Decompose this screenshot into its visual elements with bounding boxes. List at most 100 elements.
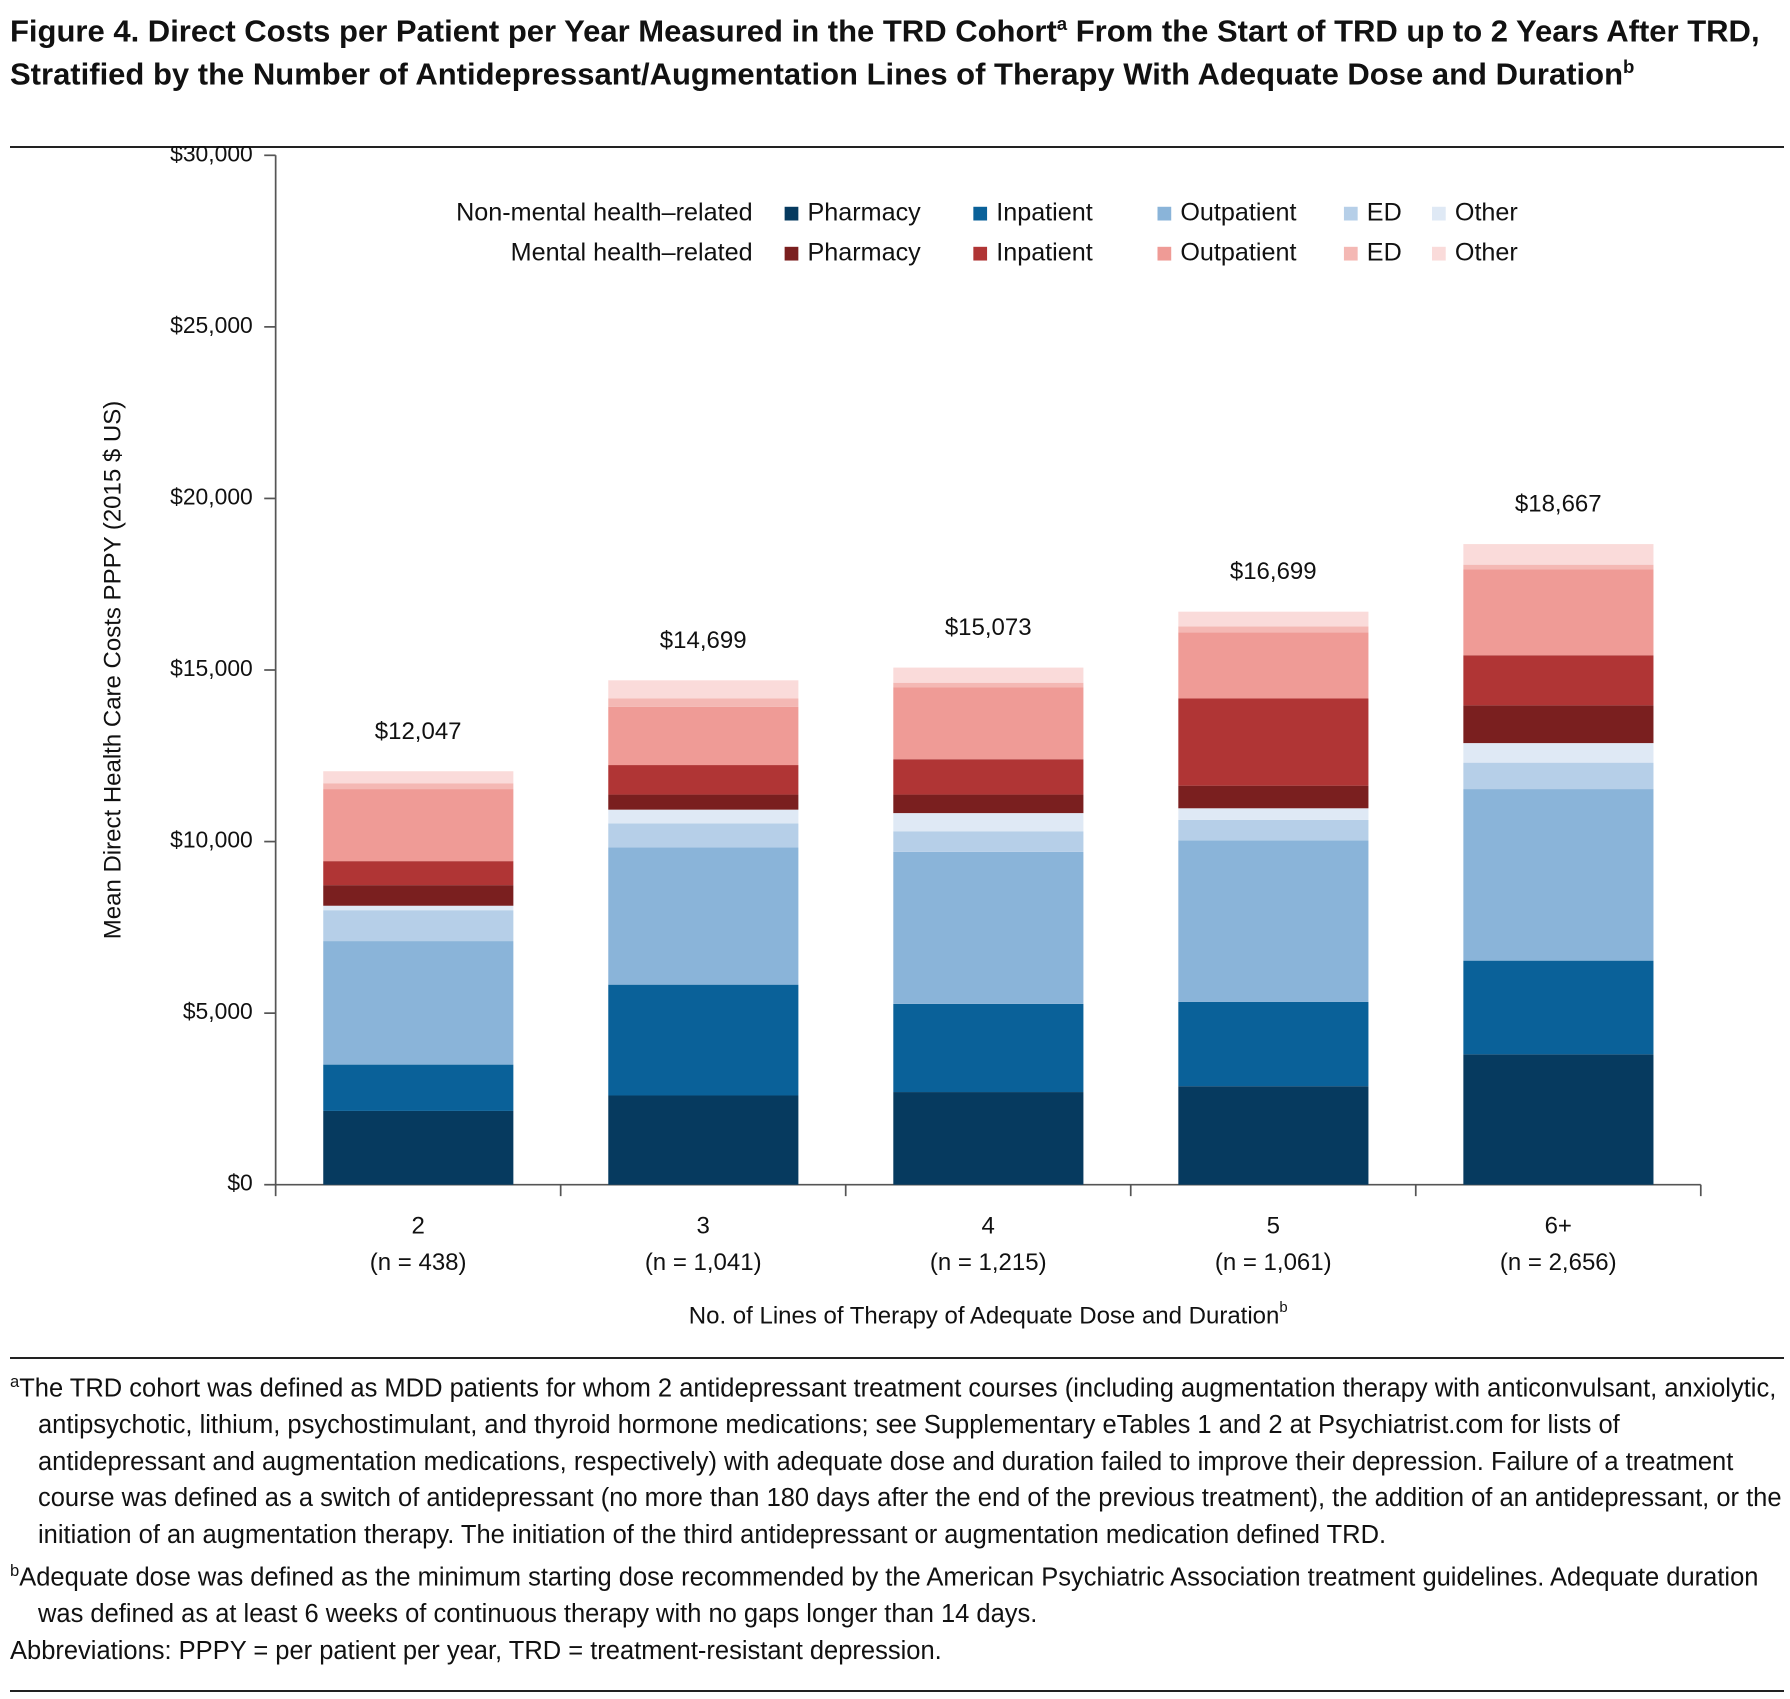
x-axis-label: No. of Lines of Therapy of Adequate Dose…: [689, 1300, 1288, 1330]
x-tick-sublabel: (n = 1,061): [1215, 1249, 1332, 1276]
x-tick-sublabel: (n = 438): [370, 1249, 467, 1276]
bar-segment: [323, 1064, 514, 1111]
legend-swatch: [784, 206, 799, 221]
legend-swatch: [1343, 206, 1358, 221]
legend-label: ED: [1367, 198, 1402, 226]
bar-segment: [1463, 569, 1654, 656]
legend-swatch: [1432, 206, 1446, 221]
bar-segment: [608, 823, 799, 848]
y-tick-label: $5,000: [183, 998, 253, 1024]
x-tick-label: 5: [1267, 1212, 1280, 1239]
legend-label: Outpatient: [1180, 238, 1296, 266]
bar-segment: [1178, 626, 1369, 633]
total-label: $14,699: [660, 627, 747, 654]
legend-label: Pharmacy: [808, 238, 922, 266]
footnote: bAdequate dose was defined as the minimu…: [10, 1553, 1784, 1633]
title-note: b: [1623, 56, 1635, 78]
total-label: $12,047: [375, 718, 462, 745]
bar-segment: [608, 765, 799, 795]
bar-segment: [1178, 611, 1369, 627]
total-label: $15,073: [945, 614, 1032, 641]
bar-segment: [323, 910, 514, 942]
legend-swatch: [973, 246, 988, 261]
bar-segment: [608, 698, 799, 707]
bar-segment: [608, 847, 799, 985]
abbreviations: Abbreviations: PPPY = per patient per ye…: [10, 1636, 942, 1665]
legend-group-label: Mental health–related: [511, 238, 753, 266]
bar-segment: [608, 680, 799, 699]
footnotes: aThe TRD cohort was defined as MDD patie…: [10, 1364, 1784, 1669]
legend-label: Pharmacy: [808, 198, 922, 226]
y-tick-label: $30,000: [170, 146, 253, 166]
x-tick-label: 6+: [1545, 1212, 1572, 1239]
bar-segment: [323, 905, 514, 911]
bar-segment: [323, 789, 514, 862]
x-tick-sublabel: (n = 1,215): [930, 1249, 1047, 1276]
bar-segment: [1463, 960, 1654, 1055]
y-tick-label: $0: [227, 1170, 252, 1196]
bar-segment: [1178, 840, 1369, 1002]
y-tick-label: $20,000: [170, 483, 253, 509]
x-tick-label: 4: [982, 1212, 995, 1239]
bar-segment: [893, 794, 1084, 814]
rule: [10, 146, 1784, 148]
title-text: From the Start of TRD up to 2 Years Afte…: [10, 13, 1760, 92]
x-tick-label: 2: [411, 1212, 424, 1239]
y-tick-label: $15,000: [170, 655, 253, 681]
legend-label: ED: [1367, 238, 1402, 266]
bar-segment: [323, 1110, 514, 1185]
footnote: aThe TRD cohort was defined as MDD patie…: [10, 1364, 1784, 1553]
legend-swatch: [1157, 246, 1172, 261]
total-label: $16,699: [1230, 558, 1317, 585]
footnote-text: The TRD cohort was defined as MDD patien…: [19, 1374, 1782, 1549]
bar-segment: [608, 706, 799, 766]
bar-segment: [893, 1092, 1084, 1185]
bar-segment: [1463, 743, 1654, 763]
legend-group-label: Non-mental health–related: [456, 198, 752, 226]
bar-segment: [323, 783, 514, 790]
legend-label: Inpatient: [996, 198, 1093, 226]
legend-swatch: [784, 246, 799, 261]
bar-segment: [1463, 544, 1654, 565]
bar-segment: [1178, 1001, 1369, 1087]
bar-segment: [893, 831, 1084, 852]
bar-segment: [1463, 1054, 1654, 1185]
bar-segment: [893, 687, 1084, 760]
bar-segment: [1463, 762, 1654, 790]
rule: [10, 1357, 1784, 1359]
bar-segment: [1178, 1086, 1369, 1185]
y-axis-label: Mean Direct Health Care Costs PPPY (2015…: [100, 401, 127, 939]
bar-segment: [1178, 785, 1369, 809]
x-axis-label-note: b: [1279, 1300, 1287, 1316]
bar-segment: [1463, 564, 1654, 570]
bar-segment: [1463, 655, 1654, 706]
bar-segment: [323, 861, 514, 886]
bar-segment: [893, 759, 1084, 795]
bar-segment: [1178, 808, 1369, 820]
legend-swatch: [973, 206, 988, 221]
chart: $0 $5,000 $10,000 $15,000 $20,000 $25,000 $30,…: [100, 146, 1702, 1330]
legend-swatch: [1343, 246, 1358, 261]
title-note: a: [1056, 13, 1068, 34]
bar-segment: [1463, 789, 1654, 961]
bar-segment: [893, 813, 1084, 832]
bar-segment: [1178, 632, 1369, 699]
bar-segment: [893, 667, 1084, 683]
footnote-text: Adequate dose was defined as the minimum…: [19, 1563, 1759, 1629]
legend-label: Outpatient: [1180, 198, 1296, 226]
total-label: $18,667: [1515, 491, 1602, 518]
legend-label: Inpatient: [996, 238, 1093, 266]
bar-segment: [893, 851, 1084, 1004]
figure-title: Figure 4. Direct Costs per Patient per Y…: [10, 6, 1780, 93]
legend-label: Other: [1455, 238, 1518, 266]
title-text: Figure 4. Direct Costs per Patient per Y…: [10, 13, 1057, 49]
bar-segment: [1178, 698, 1369, 786]
bar-segment: [1463, 705, 1654, 744]
bar-segment: [893, 1003, 1084, 1093]
x-axis-label-text: No. of Lines of Therapy of Adequate Dose…: [689, 1303, 1280, 1330]
y-tick-label: $25,000: [170, 312, 253, 338]
bar-segment: [323, 885, 514, 906]
legend-label: Other: [1455, 198, 1518, 226]
footnote-mark: a: [10, 1372, 20, 1391]
